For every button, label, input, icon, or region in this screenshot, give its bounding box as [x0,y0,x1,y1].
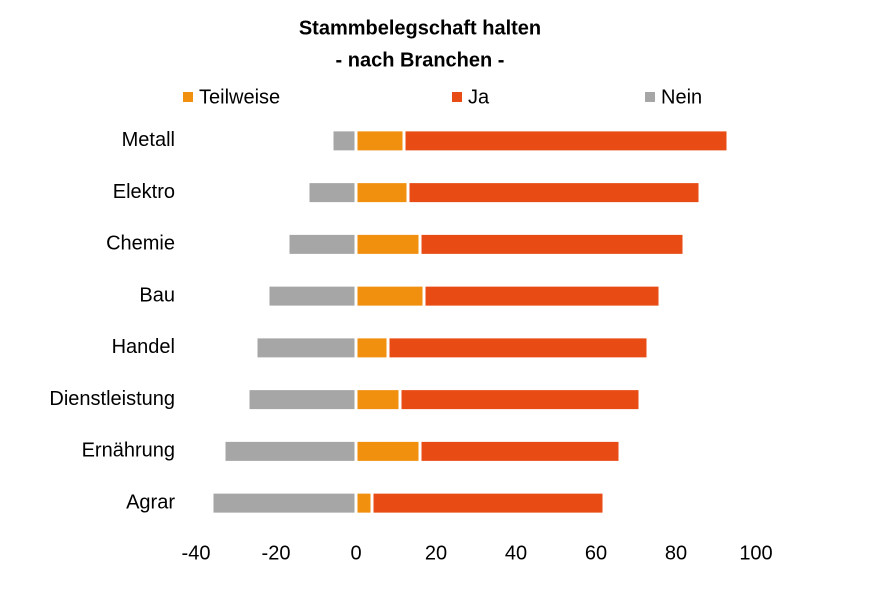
chart-subtitle: - nach Branchen - [336,49,505,71]
bar [354,231,422,257]
x-tick-label: 60 [585,542,607,564]
y-tick-label: Metall [122,129,175,151]
x-tick-label: 0 [350,542,361,564]
y-tick-label: Dienstleistung [49,388,175,410]
legend-swatch [452,92,462,102]
bar [418,438,622,464]
bar [354,128,406,154]
bar [330,128,358,154]
legend-label: Teilweise [199,86,280,108]
bar [354,490,374,516]
bar [370,490,606,516]
bar [306,180,358,206]
x-tick-label: 40 [505,542,527,564]
bar [266,283,358,309]
legend-swatch [183,92,193,102]
bar [354,335,390,361]
bar [354,283,426,309]
y-tick-label: Ernährung [82,440,175,462]
bar [210,490,358,516]
y-tick-label: Handel [112,336,175,358]
bar [254,335,358,361]
y-tick-label: Bau [139,284,175,306]
x-tick-label: -20 [262,542,291,564]
x-tick-label: 20 [425,542,447,564]
bar [386,335,650,361]
y-tick-label: Chemie [106,233,175,255]
x-tick-label: 100 [739,542,772,564]
bar [398,387,642,413]
bar [406,180,702,206]
bar [246,387,358,413]
x-tick-label: -40 [182,542,211,564]
legend-label: Nein [661,86,702,108]
legend-label: Ja [468,86,490,108]
bar [418,231,686,257]
bar [354,180,410,206]
bar [422,283,662,309]
y-tick-label: Elektro [113,181,175,203]
y-tick-label: Agrar [126,491,175,513]
x-tick-label: 80 [665,542,687,564]
bar [286,231,358,257]
chart-title: Stammbelegschaft halten [299,17,541,39]
bar [354,387,402,413]
bar [402,128,730,154]
bar [222,438,358,464]
legend-swatch [645,92,655,102]
bar [354,438,422,464]
